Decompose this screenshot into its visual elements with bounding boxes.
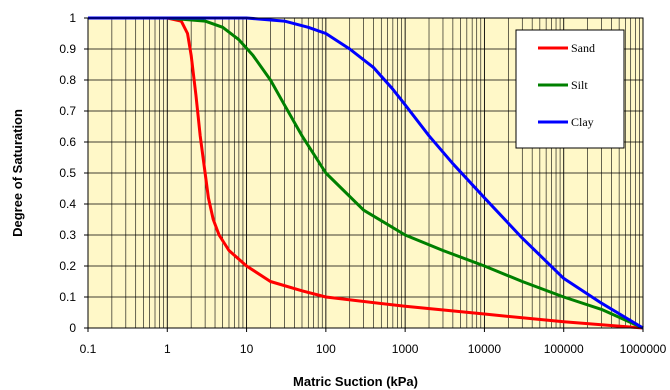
y-tick-label: 0.9 bbox=[59, 42, 76, 56]
legend-label-silt: Silt bbox=[571, 78, 588, 92]
y-tick-label: 0.3 bbox=[59, 228, 76, 242]
y-tick-label: 0.2 bbox=[59, 259, 76, 273]
x-tick-label: 0.1 bbox=[80, 342, 97, 356]
y-axis-label: Degree of Saturation bbox=[10, 109, 25, 237]
legend: Sand Silt Clay bbox=[515, 29, 625, 149]
x-tick-label: 100000 bbox=[544, 342, 584, 356]
x-tick-labels: 0.1 1 10 100 1000 10000 100000 1000000 bbox=[80, 328, 667, 356]
x-tick-label: 100 bbox=[316, 342, 336, 356]
x-tick-label: 10000 bbox=[468, 342, 502, 356]
y-tick-labels: 0 0.1 0.2 0.3 0.4 0.5 0.6 0.7 0.8 0.9 1 bbox=[59, 11, 88, 335]
y-tick-label: 0.5 bbox=[59, 166, 76, 180]
x-axis-label: Matric Suction (kPa) bbox=[293, 374, 418, 389]
y-tick-label: 1 bbox=[69, 11, 76, 25]
x-tick-label: 1000 bbox=[392, 342, 419, 356]
x-tick-label: 10 bbox=[240, 342, 254, 356]
series-lines bbox=[88, 16, 644, 330]
y-tick-label: 0.4 bbox=[59, 197, 76, 211]
legend-label-sand: Sand bbox=[571, 41, 595, 55]
legend-box bbox=[515, 29, 625, 149]
y-tick-label: 0.6 bbox=[59, 135, 76, 149]
series-line-sand bbox=[88, 16, 644, 330]
y-tick-label: 0.7 bbox=[59, 104, 76, 118]
series-line-clay bbox=[88, 16, 644, 330]
y-tick-label: 0.1 bbox=[59, 290, 76, 304]
legend-label-clay: Clay bbox=[571, 115, 594, 129]
x-tick-label: 1 bbox=[164, 342, 171, 356]
y-tick-label: 0 bbox=[69, 321, 76, 335]
x-tick-label: 1000000 bbox=[620, 342, 667, 356]
series-line-silt bbox=[88, 16, 644, 330]
y-tick-label: 0.8 bbox=[59, 73, 76, 87]
